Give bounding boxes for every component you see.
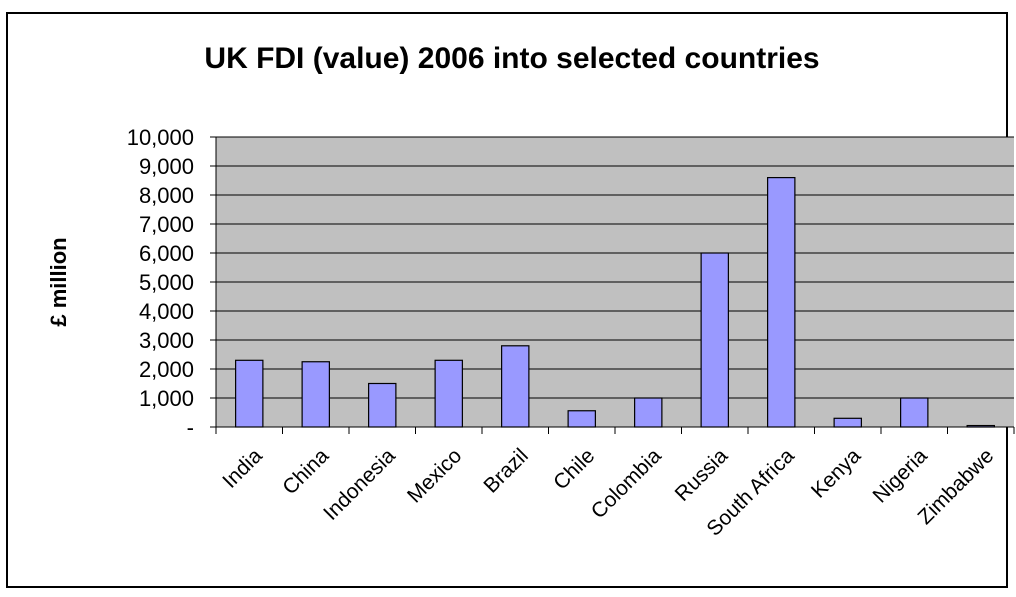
bar (567, 410, 596, 428)
x-tick-label: Brazil (479, 444, 532, 497)
x-tick-label: Indonesia (319, 444, 400, 525)
bar (434, 359, 463, 428)
x-tick-label: Nigeria (868, 444, 932, 508)
bar (900, 397, 929, 428)
bar (767, 177, 796, 428)
bar (301, 361, 330, 428)
chart-title: UK FDI (value) 2006 into selected countr… (204, 42, 819, 75)
y-tick-label: 6,000 (139, 241, 194, 266)
y-tick-label: 2,000 (139, 357, 194, 382)
y-tick-label: 1,000 (139, 386, 194, 411)
y-tick-label: 9,000 (139, 154, 194, 179)
bar (368, 382, 397, 428)
y-tick-label: 4,000 (139, 299, 194, 324)
bar (501, 345, 530, 428)
bar (700, 252, 729, 428)
bar (833, 417, 862, 428)
y-tick-label: 5,000 (139, 270, 194, 295)
plot-area: - 1,000 2,000 3,000 4,000 5,000 6,000 7,000 8,00… (127, 125, 1015, 541)
bar (235, 359, 264, 428)
x-tick-label: Colombia (587, 444, 666, 523)
y-tick-label: - (187, 415, 194, 440)
x-tick-label: Mexico (403, 444, 466, 507)
y-tick-label: 3,000 (139, 328, 194, 353)
x-tick-label: India (218, 444, 267, 493)
y-tick-label: 10,000 (127, 125, 194, 150)
x-tick-label: Chile (549, 444, 599, 494)
x-tick-label: China (278, 444, 333, 499)
y-axis-label: £ million (46, 237, 71, 326)
x-tick-label: Kenya (807, 444, 866, 503)
y-tick-label: 8,000 (139, 183, 194, 208)
bar (634, 397, 663, 428)
x-tick-label: Russia (671, 444, 733, 506)
bar (966, 424, 995, 428)
y-tick-label: 7,000 (139, 212, 194, 237)
